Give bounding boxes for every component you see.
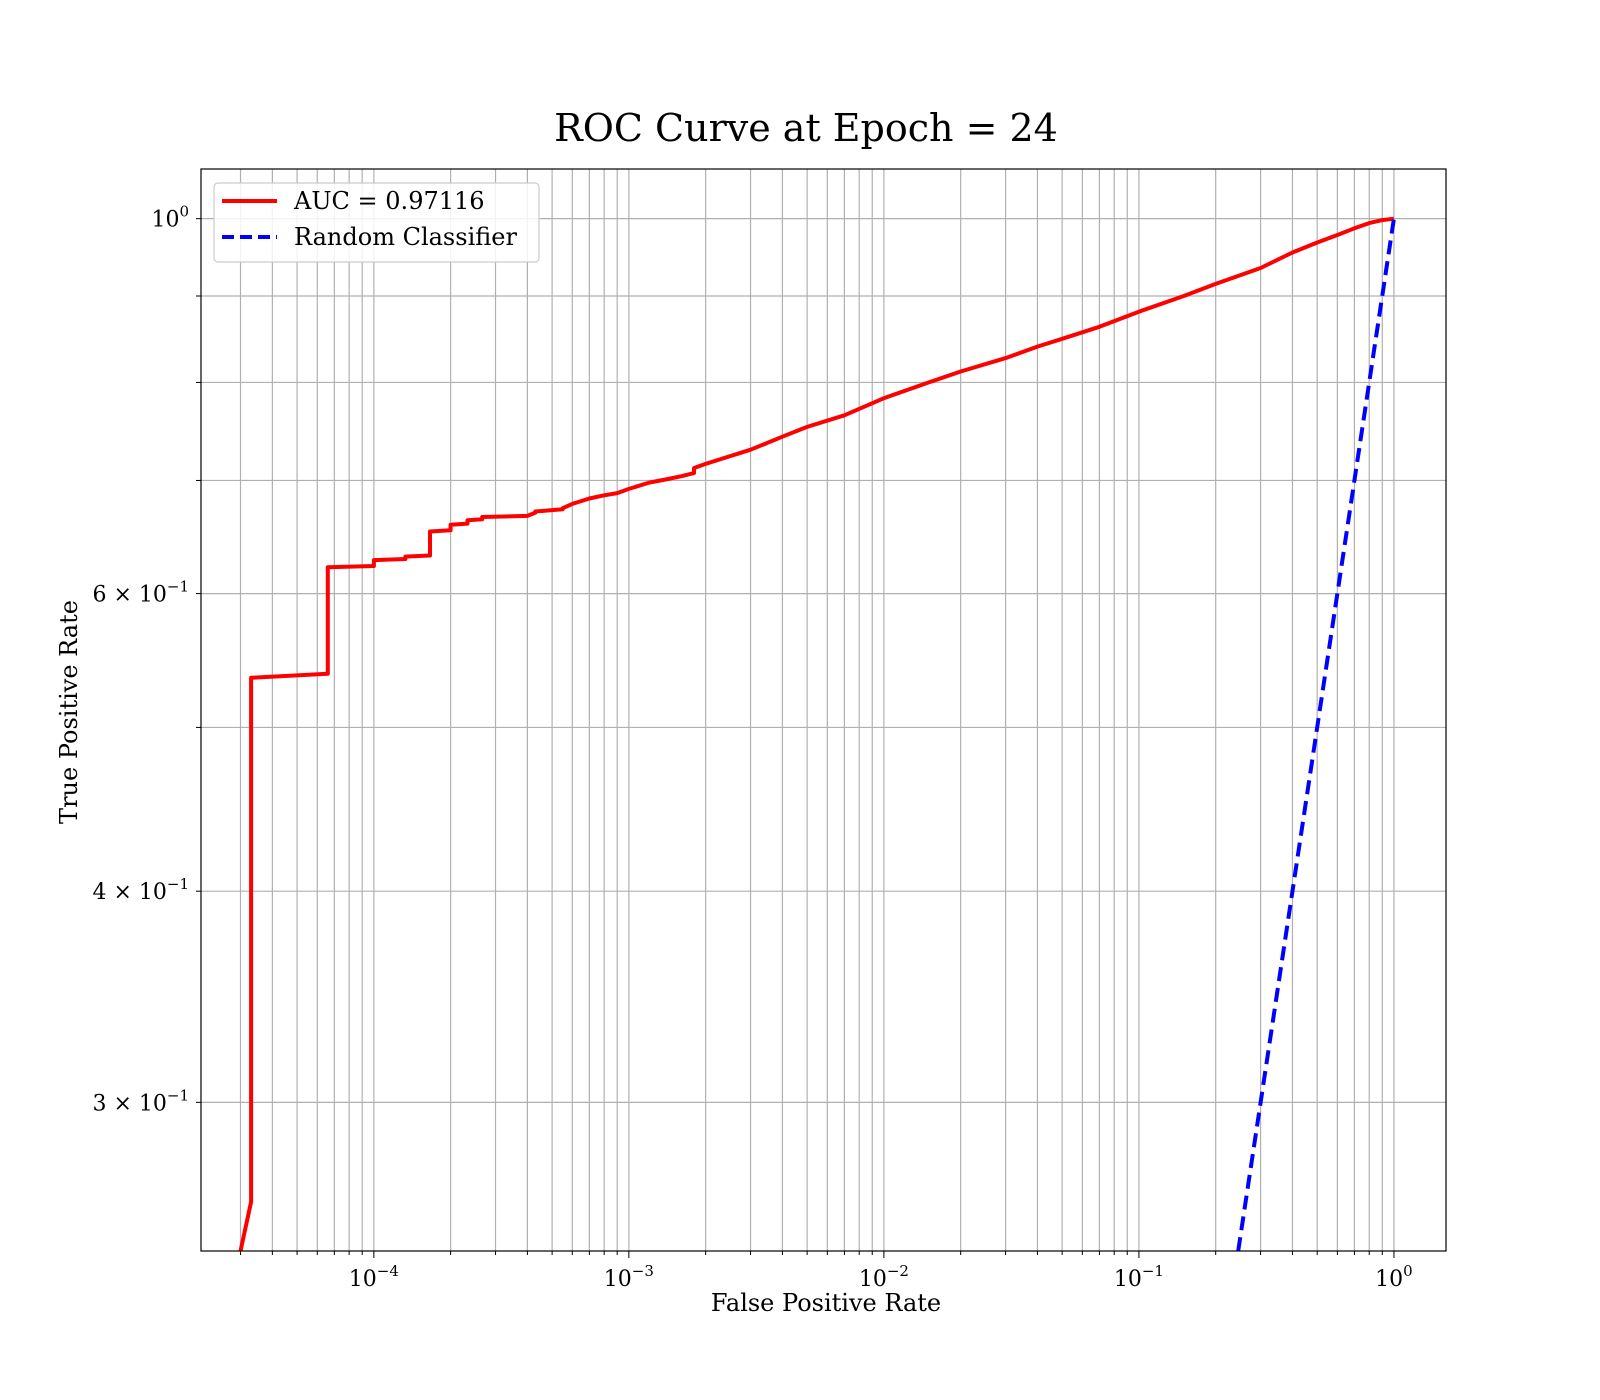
- legend-label-auc: AUC = 0.97116: [293, 187, 485, 215]
- y-axis-label: True Positive Rate: [55, 600, 83, 824]
- y-tick-label: 3 × 10−1: [92, 1086, 189, 1116]
- random-classifier-line: [1236, 218, 1396, 1252]
- x-axis-ticks: 10−4 10−3 10−2 10−1 100: [240, 1251, 1413, 1292]
- y-tick-label: 4 × 10−1: [92, 875, 189, 905]
- y-tick-label: 100: [151, 203, 189, 233]
- x-tick-label: 10−3: [604, 1262, 654, 1292]
- x-tick-label: 10−2: [859, 1262, 909, 1292]
- chart-title: ROC Curve at Epoch = 24: [554, 106, 1058, 150]
- roc-curve-line: [238, 216, 1395, 1252]
- plot-series: [238, 216, 1396, 1252]
- legend-box: [213, 182, 540, 263]
- grid: [201, 169, 1446, 1251]
- x-tick-label: 10−1: [1114, 1262, 1164, 1292]
- x-tick-label: 100: [1375, 1262, 1413, 1292]
- y-axis-ticks: 100 6 × 10−1 4 × 10−1 3 × 10−1: [92, 203, 201, 1116]
- legend-label-random: Random Classifier: [294, 223, 517, 251]
- legend: AUC = 0.97116 Random Classifier: [213, 182, 540, 263]
- x-tick-label: 10−4: [349, 1262, 399, 1292]
- x-axis-label: False Positive Rate: [711, 1289, 941, 1317]
- y-tick-label: 6 × 10−1: [92, 578, 189, 608]
- plot-frame: [200, 168, 1447, 1252]
